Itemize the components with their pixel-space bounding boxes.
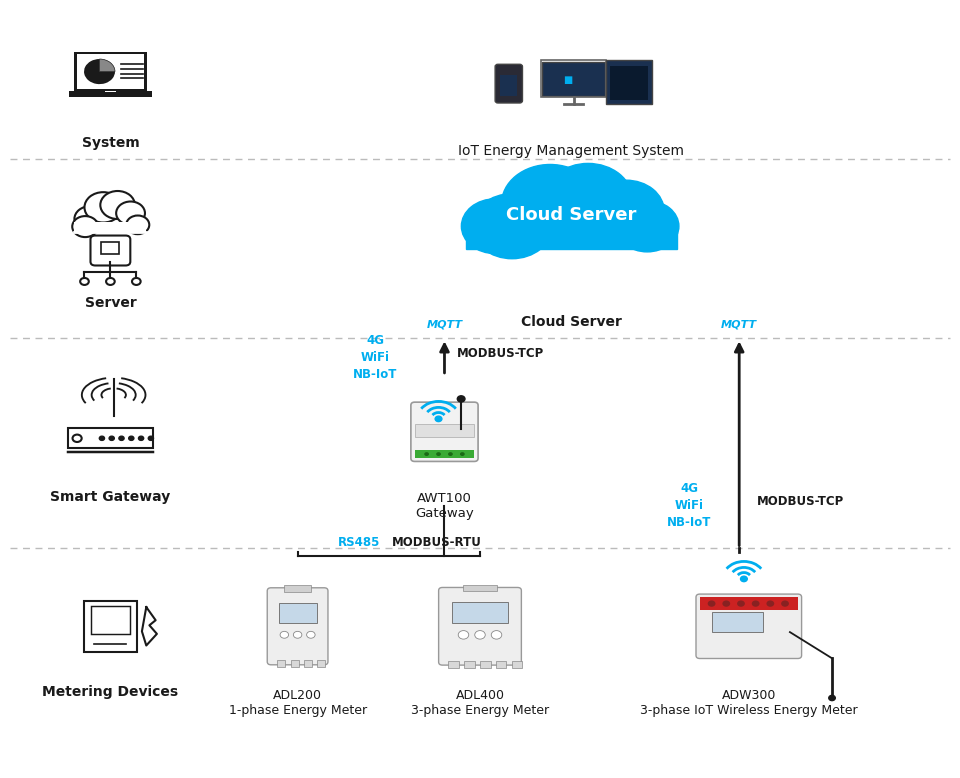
Bar — [495, 661, 506, 668]
Circle shape — [766, 601, 775, 607]
Bar — [465, 661, 475, 668]
Text: Server: Server — [84, 296, 136, 310]
Circle shape — [781, 601, 789, 607]
Circle shape — [119, 436, 124, 440]
Text: Cloud Server: Cloud Server — [506, 205, 636, 223]
Bar — [541, 61, 606, 96]
Circle shape — [294, 632, 301, 638]
Bar — [415, 424, 474, 437]
Text: MQTT: MQTT — [721, 319, 757, 329]
Bar — [90, 606, 131, 634]
Circle shape — [501, 164, 599, 244]
Text: AWT100
Gateway: AWT100 Gateway — [415, 492, 474, 520]
Circle shape — [708, 601, 715, 607]
Text: Smart Gateway: Smart Gateway — [50, 490, 171, 504]
Circle shape — [280, 632, 289, 638]
Bar — [317, 661, 325, 668]
Circle shape — [722, 601, 731, 607]
Bar — [711, 612, 762, 632]
Circle shape — [74, 206, 106, 232]
Circle shape — [148, 436, 154, 440]
Circle shape — [448, 452, 453, 456]
Bar — [77, 54, 144, 89]
Text: RS485: RS485 — [338, 536, 380, 548]
Circle shape — [72, 216, 98, 237]
Circle shape — [138, 436, 144, 440]
Circle shape — [737, 601, 745, 607]
Circle shape — [588, 180, 664, 242]
Bar — [304, 661, 312, 668]
Bar — [284, 584, 311, 591]
Wedge shape — [84, 59, 115, 84]
Circle shape — [306, 632, 315, 638]
FancyBboxPatch shape — [495, 65, 522, 103]
FancyBboxPatch shape — [696, 594, 802, 658]
Bar — [69, 91, 152, 96]
Circle shape — [615, 201, 679, 252]
FancyBboxPatch shape — [411, 402, 478, 461]
Circle shape — [435, 416, 442, 422]
Circle shape — [460, 452, 465, 456]
Circle shape — [129, 436, 133, 440]
Bar — [84, 601, 137, 652]
Bar — [105, 90, 116, 92]
Circle shape — [127, 216, 150, 234]
Text: MODBUS-TCP: MODBUS-TCP — [756, 496, 844, 508]
Bar — [452, 602, 508, 623]
Text: 4G
WiFi
NB-IoT: 4G WiFi NB-IoT — [353, 335, 397, 381]
Text: Metering Devices: Metering Devices — [42, 685, 179, 699]
Bar — [700, 598, 798, 610]
Circle shape — [84, 192, 122, 223]
Bar — [500, 75, 517, 96]
Circle shape — [436, 452, 441, 456]
Bar — [542, 61, 605, 96]
Text: ■: ■ — [563, 75, 572, 85]
Text: ADW300
3-phase IoT Wireless Energy Meter: ADW300 3-phase IoT Wireless Energy Meter — [640, 689, 857, 717]
Bar — [278, 603, 317, 622]
Text: Cloud Server: Cloud Server — [520, 315, 622, 329]
Circle shape — [475, 631, 485, 639]
Circle shape — [99, 436, 105, 440]
Bar — [463, 585, 497, 591]
Circle shape — [543, 163, 633, 235]
Text: MODBUS-RTU: MODBUS-RTU — [392, 536, 482, 548]
Bar — [480, 661, 491, 668]
Wedge shape — [100, 59, 115, 72]
Circle shape — [457, 396, 465, 402]
Text: MQTT: MQTT — [426, 319, 463, 329]
Bar — [75, 222, 147, 233]
Bar — [291, 661, 299, 668]
FancyBboxPatch shape — [267, 588, 328, 664]
Circle shape — [109, 436, 114, 440]
Text: 4G
WiFi
NB-IoT: 4G WiFi NB-IoT — [667, 482, 711, 529]
Bar — [466, 222, 677, 249]
Text: ADL400
3-phase Energy Meter: ADL400 3-phase Energy Meter — [411, 689, 549, 717]
Bar — [74, 52, 147, 91]
Bar — [68, 428, 153, 448]
Text: IoT Energy Management System: IoT Energy Management System — [458, 144, 684, 158]
Circle shape — [492, 631, 502, 639]
Circle shape — [740, 576, 747, 582]
Bar — [277, 661, 285, 668]
Bar — [415, 450, 474, 458]
Bar — [610, 66, 648, 100]
Circle shape — [828, 696, 835, 701]
Circle shape — [462, 199, 529, 254]
Bar — [606, 60, 652, 103]
Circle shape — [752, 601, 759, 607]
FancyBboxPatch shape — [90, 236, 131, 265]
Bar — [512, 661, 522, 668]
Bar — [448, 661, 459, 668]
Bar — [102, 242, 119, 254]
FancyBboxPatch shape — [439, 587, 521, 665]
Circle shape — [424, 452, 429, 456]
Circle shape — [116, 202, 145, 225]
Circle shape — [458, 631, 468, 639]
Circle shape — [100, 191, 134, 219]
Text: System: System — [82, 136, 139, 150]
Circle shape — [472, 194, 552, 259]
Text: ADL200
1-phase Energy Meter: ADL200 1-phase Energy Meter — [228, 689, 367, 717]
Text: MODBUS-TCP: MODBUS-TCP — [457, 348, 544, 360]
